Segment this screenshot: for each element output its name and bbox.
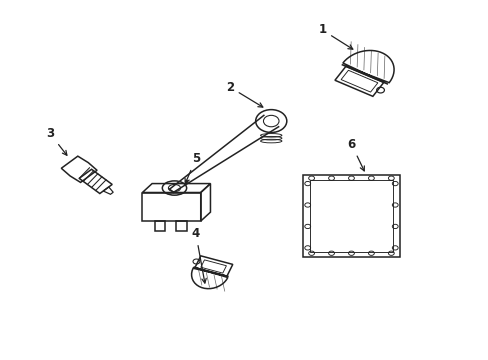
Text: 2: 2 <box>225 81 262 107</box>
Text: 5: 5 <box>184 152 200 183</box>
Text: 3: 3 <box>46 127 67 155</box>
Text: 6: 6 <box>346 138 364 171</box>
Text: 1: 1 <box>318 23 352 49</box>
Text: 4: 4 <box>191 227 206 283</box>
